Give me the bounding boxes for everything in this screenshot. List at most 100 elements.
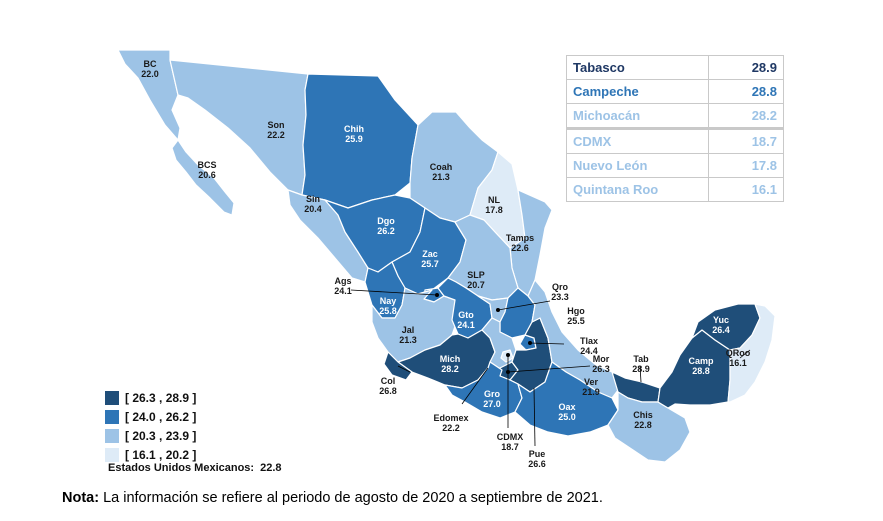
ranking-value: 18.7 xyxy=(708,127,784,154)
label-abbr-zac: Zac xyxy=(422,249,438,259)
ranking-row: Michoacán 28.2 xyxy=(566,103,784,129)
legend-swatch xyxy=(105,428,119,443)
label-value-dgo: 26.2 xyxy=(377,226,395,236)
label-value-yuc: 26.4 xyxy=(712,325,730,335)
label-abbr-nl: NL xyxy=(488,195,500,205)
state-chis[interactable] xyxy=(607,391,691,463)
legend-item: [ 20.3 , 23.9 ] xyxy=(105,426,196,445)
label-abbr-nay: Nay xyxy=(380,296,397,306)
label-abbr-chis: Chis xyxy=(633,410,653,420)
ranking-row: Tabasco 28.9 xyxy=(566,55,784,80)
ranking-name: Quintana Roo xyxy=(566,177,709,202)
state-labels: BC 22.0 BCS 20.6 Son 22.2 Chih 25.9 Coah 21.3… xyxy=(141,59,751,469)
state-bcs[interactable] xyxy=(171,139,235,216)
national-total: Estados Unidos Mexicanos: 22.8 xyxy=(108,462,282,474)
label-abbr-bc: BC xyxy=(144,59,157,69)
label-abbr-ags: Ags xyxy=(334,276,351,286)
legend-swatch xyxy=(105,447,119,462)
label-abbr-cdmx: CDMX xyxy=(497,432,524,442)
map-legend: [ 26.3 , 28.9 ] [ 24.0 , 26.2 ] [ 20.3 ,… xyxy=(105,388,196,464)
label-abbr-col: Col xyxy=(381,376,396,386)
state-gro[interactable] xyxy=(444,361,523,419)
label-value-nay: 25.8 xyxy=(379,306,397,316)
ranking-table: Tabasco 28.9 Campeche 28.8 Michoacán 28.… xyxy=(566,55,784,202)
label-abbr-jal: Jal xyxy=(402,325,415,335)
legend-item: [ 24.0 , 26.2 ] xyxy=(105,407,196,426)
ranking-value: 17.8 xyxy=(708,153,784,178)
legend-label: [ 20.3 , 23.9 ] xyxy=(125,428,197,443)
label-abbr-tab: Tab xyxy=(633,354,649,364)
national-value: 22.8 xyxy=(260,462,282,474)
label-value-ags: 24.1 xyxy=(334,286,352,296)
label-value-sin: 20.4 xyxy=(304,204,322,214)
label-abbr-qroo: QRoo xyxy=(726,348,751,358)
label-value-mor: 26.3 xyxy=(592,364,610,374)
label-abbr-mor: Mor xyxy=(593,354,610,364)
label-value-gro: 27.0 xyxy=(483,399,501,409)
legend-swatch xyxy=(105,409,119,424)
label-abbr-pue: Pue xyxy=(529,449,546,459)
label-abbr-hgo: Hgo xyxy=(567,306,585,316)
label-value-qro: 23.3 xyxy=(551,292,569,302)
label-value-edomex: 22.2 xyxy=(442,423,460,433)
label-abbr-slp: SLP xyxy=(467,270,485,280)
footnote: Nota: La información se refiere al perio… xyxy=(62,490,603,506)
ranking-value: 28.8 xyxy=(708,79,784,104)
label-value-oax: 25.0 xyxy=(558,412,576,422)
legend-swatch xyxy=(105,390,119,405)
label-value-tamps: 22.6 xyxy=(511,243,529,253)
ranking-name: Nuevo León xyxy=(566,153,709,178)
ranking-row: Quintana Roo 16.1 xyxy=(566,177,784,202)
label-value-tlax: 24.4 xyxy=(580,346,598,356)
label-abbr-gro: Gro xyxy=(484,389,501,399)
label-abbr-tamps: Tamps xyxy=(506,233,534,243)
legend-item: [ 26.3 , 28.9 ] xyxy=(105,388,196,407)
label-value-ver: 21.9 xyxy=(582,387,600,397)
label-abbr-edomex: Edomex xyxy=(433,413,468,423)
label-value-mich: 28.2 xyxy=(441,364,459,374)
label-value-gto: 24.1 xyxy=(457,320,475,330)
label-value-son: 22.2 xyxy=(267,130,285,140)
label-value-tab: 28.9 xyxy=(632,364,650,374)
label-abbr-bcs: BCS xyxy=(197,160,216,170)
label-value-camp: 28.8 xyxy=(692,366,710,376)
ranking-value: 28.9 xyxy=(708,55,784,80)
ranking-name: Tabasco xyxy=(566,55,709,80)
label-value-pue: 26.6 xyxy=(528,459,546,469)
state-bc[interactable] xyxy=(117,49,181,141)
label-value-cdmx: 18.7 xyxy=(501,442,519,452)
label-abbr-gto: Gto xyxy=(458,310,474,320)
ranking-name: Michoacán xyxy=(566,103,709,129)
label-abbr-chih: Chih xyxy=(344,124,364,134)
label-value-hgo: 25.5 xyxy=(567,316,585,326)
ranking-name: CDMX xyxy=(566,127,709,154)
label-abbr-ver: Ver xyxy=(584,377,599,387)
state-qroo[interactable] xyxy=(727,303,776,403)
